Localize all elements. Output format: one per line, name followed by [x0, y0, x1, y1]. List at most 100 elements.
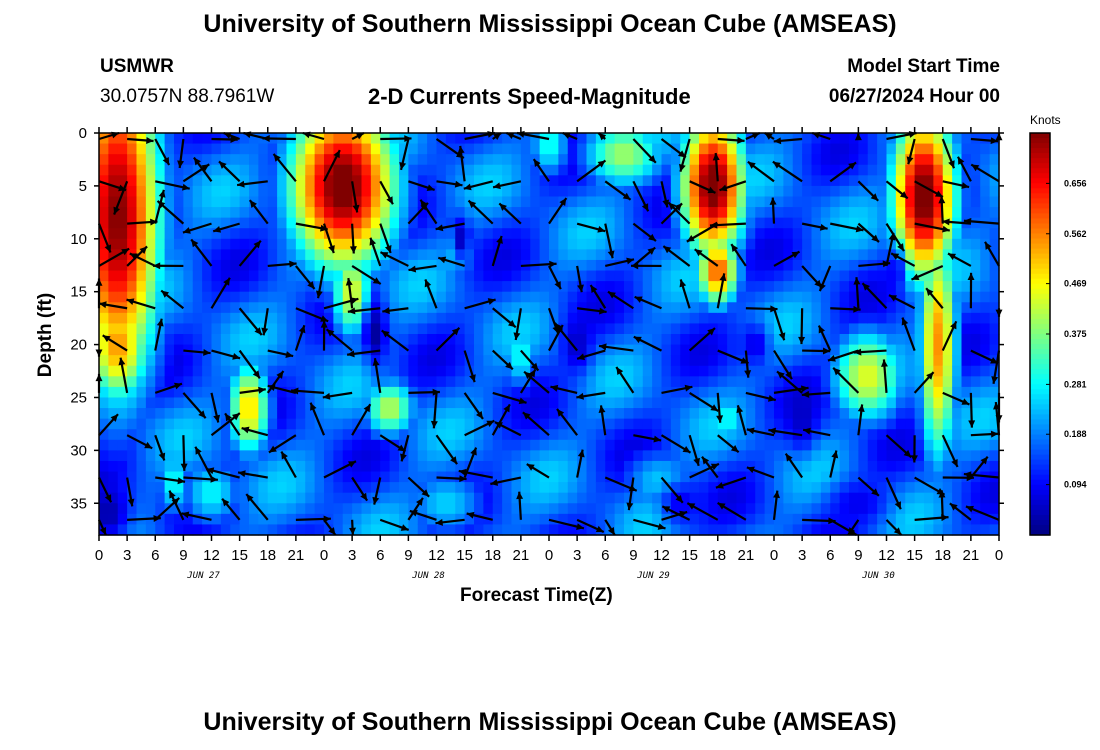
heatmap-cell: [783, 408, 794, 420]
heatmap-cell: [586, 175, 597, 187]
current-arrow: [505, 131, 522, 141]
heatmap-cell: [511, 503, 522, 515]
heatmap-cell: [230, 386, 241, 399]
heatmap-cell: [745, 513, 756, 526]
heatmap-cell: [305, 154, 316, 166]
heatmap-cell: [474, 365, 484, 377]
heatmap-cell: [905, 408, 916, 420]
heatmap-cell: [952, 207, 963, 219]
heatmap-cell: [895, 196, 906, 208]
heatmap-cell: [624, 302, 634, 314]
heatmap-cell: [783, 270, 794, 282]
heatmap-cell: [811, 207, 822, 219]
heatmap-cell: [474, 281, 484, 293]
heatmap-cell: [802, 450, 813, 462]
heatmap-cell: [567, 450, 578, 462]
heatmap-cell: [699, 259, 709, 272]
heatmap-cell: [239, 376, 250, 388]
heatmap-cell: [614, 164, 625, 176]
heatmap-cell: [511, 302, 522, 314]
heatmap-cell: [286, 185, 297, 198]
heatmap-cell: [933, 365, 944, 377]
heatmap-cell: [183, 154, 194, 166]
heatmap-cell: [164, 164, 175, 176]
heatmap-cell: [680, 334, 691, 346]
heatmap-cell: [736, 238, 747, 250]
heatmap-cell: [220, 164, 231, 176]
heatmap-cell: [455, 450, 466, 462]
colorbar-swatch: [1030, 464, 1050, 471]
heatmap-cell: [802, 196, 813, 208]
heatmap-cell: [717, 217, 728, 229]
heatmap-cell: [745, 450, 756, 462]
heatmap-cell: [783, 217, 794, 229]
current-arrow: [634, 295, 662, 310]
heatmap-cell: [624, 439, 634, 451]
heatmap-cell: [989, 259, 1000, 272]
heatmap-cell: [670, 323, 681, 335]
heatmap-cell: [108, 460, 119, 473]
heatmap-cell: [989, 281, 1000, 293]
heatmap-cell: [558, 450, 569, 462]
heatmap-cell: [258, 365, 269, 377]
colorbar-swatch: [1030, 233, 1050, 240]
heatmap-cell: [839, 503, 850, 515]
heatmap-cell: [464, 408, 475, 420]
heatmap-cell: [586, 323, 597, 335]
current-arrow: [736, 405, 747, 436]
heatmap-cell: [952, 185, 963, 198]
heatmap-cell: [136, 439, 147, 451]
heatmap-cell: [605, 270, 616, 282]
heatmap-cell: [267, 418, 278, 430]
heatmap-cell: [277, 524, 288, 536]
heatmap-cell: [895, 217, 906, 229]
heatmap-cell: [858, 418, 869, 430]
heatmap-cell: [820, 482, 831, 494]
heatmap-cell: [192, 344, 203, 356]
heatmap-cell: [858, 175, 869, 187]
heatmap-cell: [577, 503, 588, 515]
heatmap-cell: [670, 281, 681, 293]
heatmap-cell: [155, 408, 166, 420]
heatmap-cell: [249, 450, 259, 462]
current-arrow: [847, 519, 860, 536]
current-arrow: [576, 349, 606, 361]
heatmap-cell: [624, 312, 634, 325]
heatmap-cell: [652, 503, 663, 515]
heatmap-cell: [361, 344, 372, 356]
heatmap-cell: [211, 376, 222, 388]
heatmap-cell: [792, 207, 803, 219]
current-arrow: [942, 391, 970, 406]
heatmap-cell: [980, 154, 991, 166]
heatmap-cell: [952, 154, 963, 166]
heatmap-cell: [961, 133, 972, 145]
heatmap-cell: [342, 291, 353, 303]
heatmap-cell: [249, 154, 259, 166]
heatmap-cell: [811, 408, 822, 420]
current-arrow: [854, 132, 862, 141]
heatmap-cell: [286, 302, 297, 314]
heatmap-cell: [624, 217, 634, 229]
heatmap-cell: [792, 460, 803, 473]
heatmap-cell: [605, 185, 616, 198]
heatmap-cell: [445, 217, 456, 229]
heatmap-cell: [689, 323, 700, 335]
heatmap-cell: [389, 217, 400, 229]
heatmap-cell: [942, 133, 953, 145]
heatmap-cell: [989, 175, 1000, 187]
heatmap-cell: [689, 376, 700, 388]
heatmap-cell: [745, 196, 756, 208]
current-arrow: [548, 197, 568, 225]
heatmap-cell: [445, 397, 456, 409]
heatmap-cell: [183, 460, 194, 473]
current-arrow: [689, 462, 720, 479]
heatmap-cell: [745, 397, 756, 409]
heatmap-cell: [952, 238, 963, 250]
heatmap-cell: [474, 513, 484, 526]
heatmap-cell: [370, 524, 381, 536]
heatmap-cell: [361, 408, 372, 420]
heatmap-cell: [333, 291, 344, 303]
heatmap-cell: [183, 408, 194, 420]
heatmap-cell: [989, 249, 1000, 261]
heatmap-cell: [717, 492, 728, 504]
